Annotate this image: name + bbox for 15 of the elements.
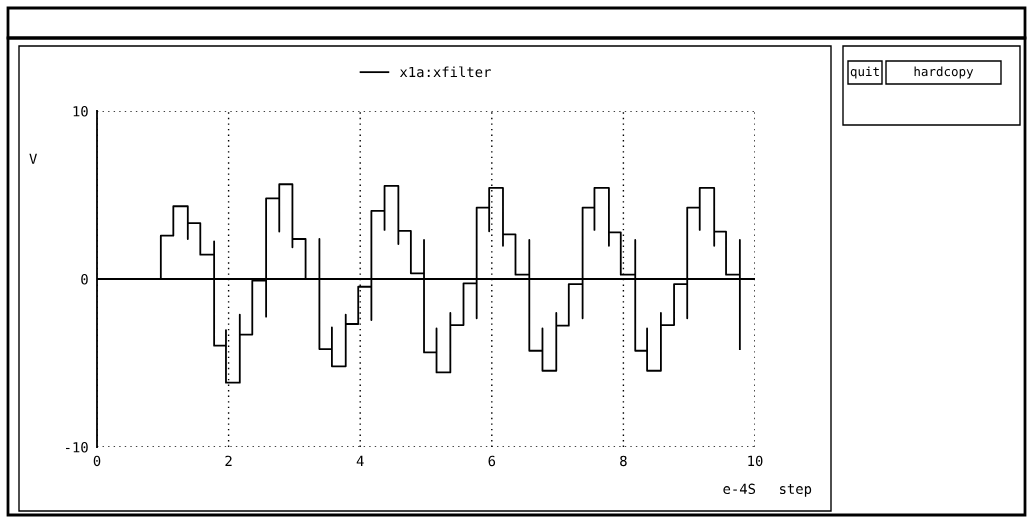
y-tick-label: 10	[73, 106, 88, 117]
y-axis-title: V	[29, 153, 37, 164]
x-tick-label: 2	[225, 455, 232, 466]
text: quit	[850, 66, 879, 79]
y-tick-label: 0	[81, 274, 88, 285]
x-tick-label: 6	[488, 455, 496, 467]
y-tick-label: -10	[66, 442, 88, 453]
text: hardcopy	[914, 66, 974, 79]
legend-label: x1a:xfilter	[399, 66, 491, 78]
x-axis-title: step	[780, 484, 812, 497]
x-tick-label: 0	[93, 455, 101, 467]
x-tick-label: 8	[620, 455, 627, 467]
x-tick-label: 10	[748, 455, 763, 467]
text: e-4S	[723, 483, 756, 495]
x-tick-label: 4	[356, 455, 364, 466]
